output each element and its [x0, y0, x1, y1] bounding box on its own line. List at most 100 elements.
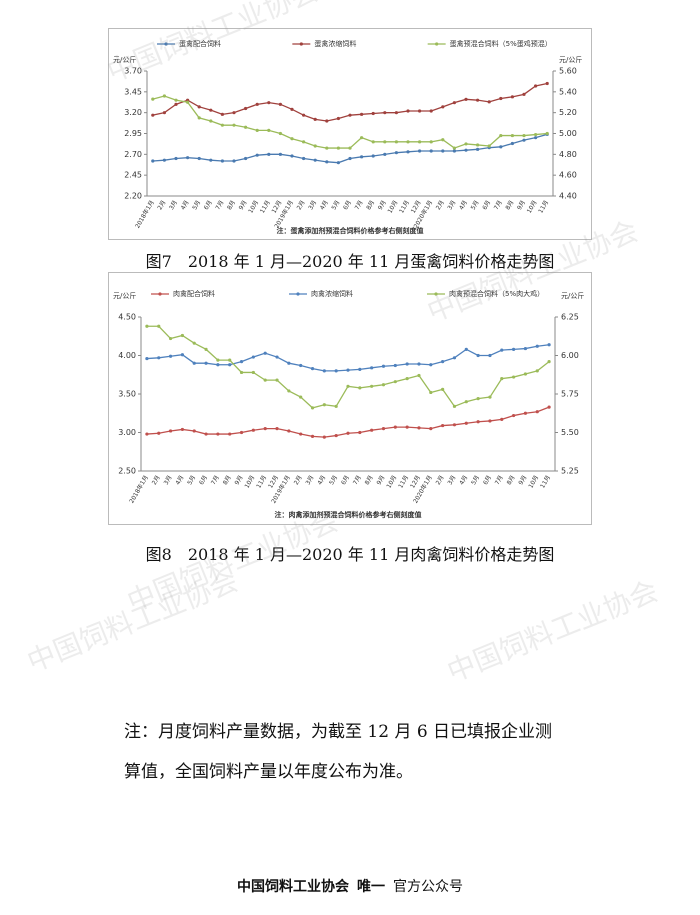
data-point	[267, 101, 271, 105]
y-tick-label: 2.50	[118, 467, 136, 476]
data-point	[192, 361, 196, 365]
data-point	[313, 117, 317, 121]
data-point	[394, 151, 398, 155]
data-point	[371, 111, 375, 116]
x-tick-label: 11月	[539, 474, 552, 489]
data-point	[441, 105, 445, 109]
x-tick-label: 6月	[342, 199, 353, 211]
data-point	[278, 152, 282, 156]
data-point	[348, 146, 352, 150]
x-tick-label: 10月	[244, 474, 257, 489]
data-point	[299, 432, 303, 436]
data-point	[441, 149, 445, 153]
data-point	[510, 141, 514, 146]
data-point	[228, 363, 232, 367]
y-tick-label: 2.20	[124, 192, 142, 201]
data-point	[534, 84, 538, 88]
data-point	[168, 354, 173, 358]
x-tick-label: 11月	[537, 199, 550, 214]
legend-marker	[158, 292, 162, 296]
x-tick-label: 4月	[458, 199, 469, 211]
data-point	[209, 108, 213, 112]
data-point	[464, 148, 468, 152]
chart: 2.20 2.45 2.70 2.95 3.20 3.45 3.70 4.40 4.60 4.80…	[113, 39, 582, 235]
data-point	[151, 97, 155, 101]
data-point	[255, 128, 259, 132]
data-point	[299, 363, 303, 368]
figure-caption: 图8 2018 年 1 月—2020 年 11 月肉禽饲料价格走势图	[145, 545, 555, 564]
data-point	[310, 434, 315, 438]
data-point	[535, 344, 539, 348]
y2-tick-label: 4.60	[559, 171, 577, 180]
x-tick-label: 2月	[435, 199, 446, 211]
x-tick-label: 3月	[447, 474, 458, 486]
data-point	[334, 404, 338, 408]
x-tick-label: 10月	[387, 199, 400, 214]
data-point	[464, 347, 468, 351]
data-point	[267, 152, 271, 156]
x-tick-label: 8月	[504, 199, 515, 211]
data-point	[429, 109, 433, 113]
data-point	[162, 158, 166, 162]
legend-marker	[296, 292, 300, 296]
data-point	[255, 102, 259, 106]
watermark: 中国饲料工业协会	[442, 574, 663, 689]
data-point	[406, 140, 410, 144]
x-tick-label: 5月	[470, 474, 481, 486]
x-tick-label: 7月	[493, 199, 504, 211]
y2-tick-label: 5.75	[561, 390, 579, 399]
data-point	[220, 112, 224, 116]
x-tick-label: 8月	[364, 474, 375, 486]
data-point	[418, 149, 422, 153]
legend-label: 肉禽配合饲料	[173, 289, 215, 298]
data-point	[346, 431, 350, 435]
y2-tick-label: 5.25	[561, 467, 579, 476]
x-tick-label: 2月	[151, 474, 162, 486]
data-point	[232, 123, 236, 127]
data-point	[186, 156, 190, 160]
data-point	[488, 419, 492, 423]
data-point	[405, 362, 409, 366]
data-point	[302, 140, 306, 144]
data-point	[251, 355, 255, 359]
x-tick-label: 7月	[214, 199, 225, 211]
footer-org: 中国饲料工业协会	[237, 879, 349, 895]
x-tick-label: 2018年1月	[127, 474, 149, 505]
data-point	[325, 146, 329, 150]
data-point	[381, 383, 386, 387]
x-tick-label: 9月	[376, 474, 387, 486]
x-tick-label: 3月	[168, 199, 179, 211]
data-point	[417, 362, 421, 366]
data-point	[464, 400, 468, 404]
data-point	[394, 140, 398, 144]
data-point	[429, 390, 433, 395]
data-point	[370, 366, 374, 370]
y2-tick-label: 4.40	[559, 192, 577, 201]
legend-label: 蛋禽预混合饲料（5%蛋鸡预混）	[450, 39, 552, 48]
data-point	[239, 360, 244, 364]
data-point	[216, 363, 220, 367]
data-point	[512, 375, 516, 379]
data-point	[174, 156, 178, 161]
y-tick-label: 2.45	[124, 171, 142, 180]
y2-axis-unit: 元/公斤	[559, 55, 582, 64]
data-point	[216, 432, 220, 436]
y2-tick-label: 5.00	[559, 129, 577, 138]
data-point	[488, 353, 492, 358]
data-point	[192, 429, 196, 433]
x-tick-label: 7月	[352, 474, 363, 486]
data-point	[310, 366, 315, 371]
data-point	[476, 353, 480, 358]
data-point	[535, 410, 539, 414]
data-point	[523, 411, 528, 415]
data-point	[168, 336, 173, 341]
x-tick-label: 10月	[385, 474, 398, 489]
data-point	[334, 433, 338, 438]
x-tick-label: 4月	[180, 199, 191, 211]
footer: 中国饲料工业协会 唯一 官方公众号	[0, 876, 700, 896]
data-point	[232, 159, 236, 163]
data-point	[228, 358, 232, 362]
data-point	[151, 159, 155, 163]
data-point	[162, 94, 166, 98]
